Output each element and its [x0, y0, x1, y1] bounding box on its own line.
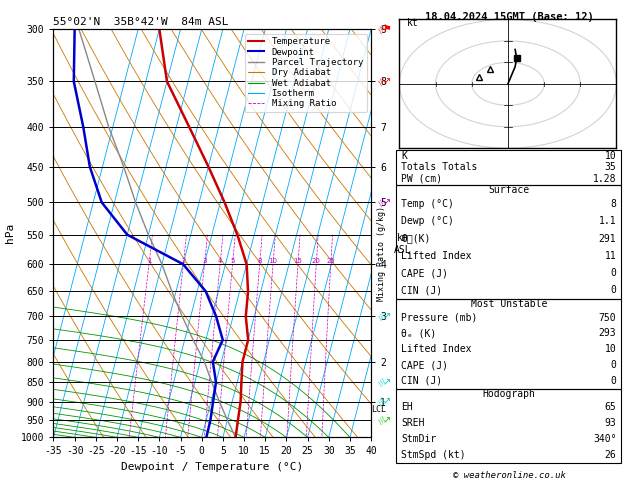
Text: ⚑: ⚑ — [382, 24, 391, 34]
Text: ↗: ↗ — [383, 76, 391, 87]
Text: CAPE (J): CAPE (J) — [401, 360, 448, 370]
Text: EH: EH — [401, 402, 413, 413]
Text: SREH: SREH — [401, 418, 425, 428]
Text: 0: 0 — [611, 285, 616, 295]
Text: θᴇ(K): θᴇ(K) — [401, 233, 431, 243]
Y-axis label: km
ASL: km ASL — [394, 233, 411, 255]
Y-axis label: hPa: hPa — [6, 223, 15, 243]
X-axis label: Dewpoint / Temperature (°C): Dewpoint / Temperature (°C) — [121, 462, 303, 472]
Text: StmDir: StmDir — [401, 434, 437, 444]
Text: 11: 11 — [604, 251, 616, 261]
Text: Lifted Index: Lifted Index — [401, 251, 472, 261]
Text: ///: /// — [377, 416, 387, 425]
Text: 20: 20 — [312, 258, 321, 264]
Text: Most Unstable: Most Unstable — [470, 299, 547, 309]
Text: Dewp (°C): Dewp (°C) — [401, 216, 454, 226]
Text: ///: /// — [377, 198, 387, 207]
Text: ↗: ↗ — [383, 377, 391, 387]
Text: θₑ (K): θₑ (K) — [401, 329, 437, 338]
Text: 0: 0 — [611, 360, 616, 370]
Text: CAPE (J): CAPE (J) — [401, 268, 448, 278]
Text: 3: 3 — [203, 258, 207, 264]
Text: 2: 2 — [181, 258, 186, 264]
Text: K: K — [401, 151, 407, 160]
Text: 1: 1 — [147, 258, 151, 264]
Text: 18.04.2024 15GMT (Base: 12): 18.04.2024 15GMT (Base: 12) — [425, 12, 594, 22]
Text: 10: 10 — [269, 258, 277, 264]
Text: 10: 10 — [604, 151, 616, 160]
Text: 35: 35 — [604, 162, 616, 172]
Text: 1.28: 1.28 — [593, 174, 616, 184]
Text: 0: 0 — [611, 376, 616, 386]
Text: 750: 750 — [599, 312, 616, 323]
Text: ///: /// — [377, 378, 387, 387]
Text: 8: 8 — [257, 258, 262, 264]
Text: © weatheronline.co.uk: © weatheronline.co.uk — [453, 471, 566, 480]
Text: 4: 4 — [218, 258, 222, 264]
Text: Hodograph: Hodograph — [482, 389, 535, 399]
Text: ///: /// — [377, 24, 387, 34]
Text: 93: 93 — [604, 418, 616, 428]
Text: 15: 15 — [294, 258, 303, 264]
Text: PW (cm): PW (cm) — [401, 174, 442, 184]
Text: 293: 293 — [599, 329, 616, 338]
Text: StmSpd (kt): StmSpd (kt) — [401, 450, 466, 460]
Text: 55°02'N  35B°42'W  84m ASL: 55°02'N 35B°42'W 84m ASL — [53, 17, 229, 27]
Text: ↗: ↗ — [383, 415, 391, 425]
Text: Mixing Ratio (g/kg): Mixing Ratio (g/kg) — [377, 206, 386, 301]
Text: ///: /// — [377, 397, 387, 406]
Text: 1.1: 1.1 — [599, 216, 616, 226]
Text: CIN (J): CIN (J) — [401, 376, 442, 386]
Text: Pressure (mb): Pressure (mb) — [401, 312, 477, 323]
Text: Temp (°C): Temp (°C) — [401, 199, 454, 209]
Text: 65: 65 — [604, 402, 616, 413]
Text: 0: 0 — [611, 268, 616, 278]
Text: 8: 8 — [611, 199, 616, 209]
Legend: Temperature, Dewpoint, Parcel Trajectory, Dry Adiabat, Wet Adiabat, Isotherm, Mi: Temperature, Dewpoint, Parcel Trajectory… — [245, 34, 367, 112]
Text: Surface: Surface — [488, 185, 530, 195]
Text: ///: /// — [377, 312, 387, 321]
Text: ↗: ↗ — [383, 197, 391, 208]
Text: Totals Totals: Totals Totals — [401, 162, 477, 172]
Text: CIN (J): CIN (J) — [401, 285, 442, 295]
Text: ///: /// — [377, 77, 387, 86]
Text: kt: kt — [407, 18, 418, 28]
Text: 25: 25 — [326, 258, 335, 264]
Text: 10: 10 — [604, 344, 616, 354]
Text: 5: 5 — [230, 258, 235, 264]
Text: LCL: LCL — [372, 405, 386, 414]
Text: 291: 291 — [599, 233, 616, 243]
Text: ↗: ↗ — [383, 397, 391, 407]
Text: Lifted Index: Lifted Index — [401, 344, 472, 354]
Text: ↗: ↗ — [383, 312, 391, 321]
Text: 26: 26 — [604, 450, 616, 460]
Text: 340°: 340° — [593, 434, 616, 444]
